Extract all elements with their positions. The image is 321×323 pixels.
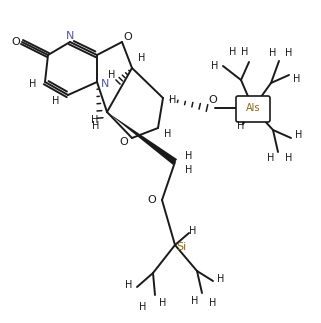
Text: H: H [139, 302, 147, 312]
Text: H: H [241, 47, 249, 57]
Text: H: H [92, 121, 100, 131]
Text: N: N [66, 31, 74, 41]
Text: H: H [191, 296, 199, 306]
Text: O: O [148, 195, 156, 205]
Text: O: O [209, 95, 217, 105]
Text: Si: Si [176, 242, 186, 252]
Text: H: H [108, 70, 116, 80]
Text: H: H [138, 53, 146, 63]
Text: H: H [211, 61, 219, 71]
Text: O: O [124, 32, 132, 42]
Text: H: H [285, 153, 293, 163]
Text: N: N [101, 79, 109, 89]
Text: H: H [169, 95, 177, 105]
Text: H: H [269, 48, 277, 58]
Text: H: H [267, 153, 275, 163]
Polygon shape [107, 112, 177, 165]
Text: H: H [185, 151, 193, 161]
Text: H: H [52, 96, 60, 106]
Text: H: H [185, 165, 193, 175]
Text: H: H [209, 298, 217, 308]
Text: H: H [125, 280, 133, 290]
Text: H: H [285, 48, 293, 58]
Text: H: H [293, 74, 301, 84]
Text: H: H [229, 47, 237, 57]
Text: Als: Als [246, 103, 260, 113]
Text: H: H [217, 274, 225, 284]
Text: H: H [164, 129, 172, 139]
Text: H: H [91, 115, 99, 125]
Text: H: H [159, 298, 167, 308]
Text: H: H [29, 79, 37, 89]
Text: O: O [12, 37, 20, 47]
Text: O: O [120, 137, 128, 147]
Text: H: H [237, 121, 245, 131]
Text: H: H [189, 226, 197, 236]
Text: H: H [295, 130, 303, 140]
FancyBboxPatch shape [236, 96, 270, 122]
